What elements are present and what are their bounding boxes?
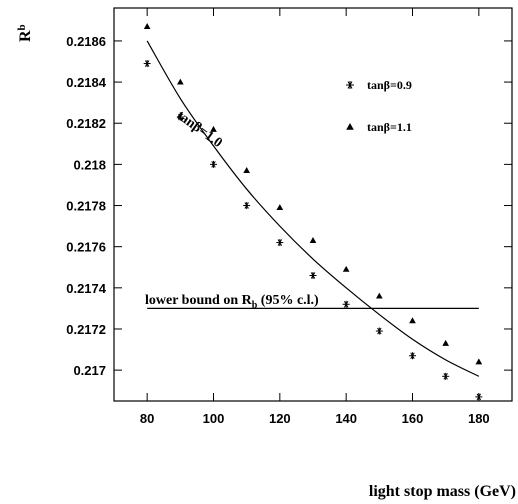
- point-asterisk: [375, 327, 383, 335]
- y-axis-title-main: R: [17, 30, 34, 42]
- point-triangle: [475, 358, 483, 365]
- y-tick-label: 0.217: [73, 363, 106, 378]
- fit-curve: [146, 40, 480, 377]
- legend-marker-triangle: [346, 123, 354, 130]
- x-tick-label: 180: [468, 411, 490, 426]
- point-asterisk: [143, 60, 151, 68]
- point-triangle: [177, 78, 184, 85]
- point-triangle: [309, 237, 317, 243]
- point-triangle: [276, 204, 284, 211]
- legend-triangle-icon: [346, 123, 354, 130]
- point-asterisk: [309, 271, 317, 279]
- point-asterisk: [210, 160, 217, 168]
- point-asterisk: [276, 239, 284, 247]
- plot-frame: [113, 7, 513, 402]
- legend-label-0: tanβ=0.9: [367, 78, 412, 92]
- y-tick-label: 0.2186: [66, 34, 106, 49]
- point-triangle: [143, 23, 151, 29]
- reference-line-label-suffix: (95% c.l.): [257, 293, 319, 308]
- point-triangle: [210, 125, 217, 132]
- x-tick-label: 100: [203, 411, 225, 426]
- point-triangle: [442, 339, 449, 346]
- y-tick-label: 0.2184: [66, 75, 107, 90]
- x-tick-label: 140: [335, 411, 357, 426]
- x-tick-label: 160: [402, 411, 424, 426]
- y-axis-title: Rb: [16, 24, 34, 42]
- legend-asterisk-icon: [346, 81, 354, 89]
- point-asterisk: [442, 372, 450, 380]
- curve-label: tanβ=1.0: [174, 108, 225, 151]
- y-tick-label: 0.2174: [66, 281, 107, 296]
- point-asterisk: [243, 202, 251, 210]
- point-triangle: [342, 265, 350, 272]
- y-tick-label: 0.2172: [66, 322, 106, 337]
- y-tick-label: 0.2178: [66, 199, 106, 214]
- point-asterisk: [409, 352, 416, 360]
- point-asterisk: [176, 113, 184, 121]
- legend-marker-asterisk: [346, 81, 354, 89]
- reference-line-label-sub: b: [252, 300, 258, 311]
- x-axis-ticks: 80 100 120 140 160 180: [140, 8, 490, 426]
- x-axis-title: light stop mass (GeV): [369, 483, 516, 500]
- reference-line-label-main: lower bound on R: [145, 293, 253, 308]
- legend-label-1: tanβ=1.1: [367, 120, 412, 134]
- y-tick-label: 0.218: [73, 157, 106, 172]
- point-triangle: [376, 292, 383, 299]
- point-triangle: [409, 317, 416, 324]
- point-asterisk: [342, 300, 350, 308]
- x-tick-label: 120: [269, 411, 291, 426]
- legend: tanβ=0.9 tanβ=1.1: [346, 78, 412, 134]
- reference-line-label: lower bound on Rb (95% c.l.): [145, 293, 319, 311]
- x-tick-label: 80: [140, 411, 154, 426]
- y-axis-title-sub: b: [16, 24, 28, 30]
- y-tick-label: 0.2182: [66, 116, 106, 131]
- data-marks: [143, 23, 483, 401]
- point-asterisk: [475, 393, 483, 401]
- y-tick-label: 0.2176: [66, 240, 106, 255]
- point-triangle: [243, 167, 250, 173]
- y-axis-ticks: 0.217 0.2172 0.2174 0.2176 0.2178 0.218 0.2182…: [66, 34, 512, 378]
